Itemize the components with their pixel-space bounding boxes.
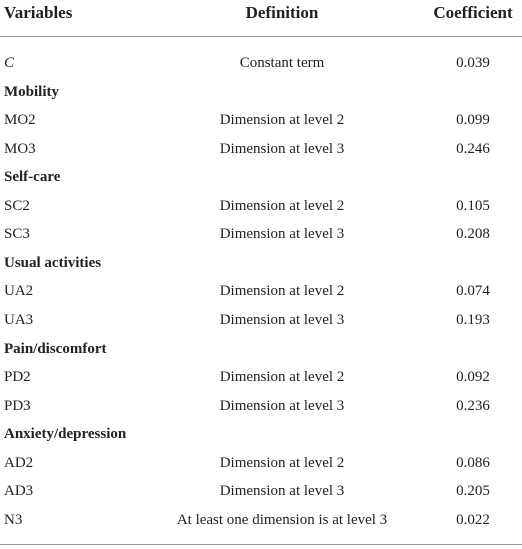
variable: SC2 — [4, 197, 30, 214]
variable: UA2 — [4, 283, 34, 300]
definition: Constant term — [239, 55, 325, 71]
column-header: Definition — [245, 3, 319, 22]
variable: AD2 — [4, 454, 34, 471]
variable: MO2 — [4, 112, 36, 129]
section-header: Usual activities — [4, 254, 102, 271]
variable: SC3 — [4, 226, 30, 243]
section-header: Self-care — [4, 169, 61, 186]
variable: N3 — [4, 511, 23, 528]
definition: Dimension at level 2 — [219, 283, 345, 300]
variable: UA3 — [4, 312, 34, 329]
definition: Dimension at level 2 — [219, 197, 345, 214]
definition: At least one dimension is at level 3 — [176, 511, 388, 528]
coefficient: 0.092 — [456, 369, 490, 386]
variable: PD2 — [4, 369, 31, 386]
coefficient: 0.246 — [456, 140, 490, 157]
bottom-rule — [0, 544, 522, 545]
section-header: Pain/discomfort — [4, 340, 107, 357]
definition: Dimension at level 3 — [219, 312, 345, 329]
definition: Dimension at level 3 — [219, 226, 345, 243]
coefficient: 0.193 — [456, 312, 490, 329]
definition: Dimension at level 3 — [219, 140, 345, 157]
coefficient: 0.105 — [456, 197, 490, 214]
column-header: Coefficient — [433, 3, 513, 22]
section-header: Mobility — [4, 83, 59, 100]
coefficient: 0.099 — [456, 112, 490, 129]
coefficient: 0.208 — [456, 226, 490, 243]
definition: Dimension at level 2 — [219, 112, 345, 129]
coefficient: 0.074 — [456, 283, 490, 300]
column-header: Variables — [4, 3, 73, 22]
section-header: Anxiety/depression — [4, 426, 127, 443]
coefficient: 0.236 — [456, 397, 490, 414]
definition: Dimension at level 3 — [219, 397, 345, 414]
variable: MO3 — [4, 140, 36, 157]
definition: Dimension at level 2 — [219, 369, 345, 386]
variable: PD3 — [4, 397, 31, 414]
variable: C — [4, 55, 15, 71]
coefficient: 0.039 — [456, 55, 490, 71]
coefficient: 0.022 — [456, 511, 490, 528]
definition: Dimension at level 3 — [219, 483, 345, 500]
coefficient: 0.086 — [456, 454, 490, 471]
definition: Dimension at level 2 — [219, 454, 345, 471]
coefficient: 0.205 — [456, 483, 490, 500]
variable: AD3 — [4, 483, 34, 500]
header-rule — [0, 36, 522, 37]
